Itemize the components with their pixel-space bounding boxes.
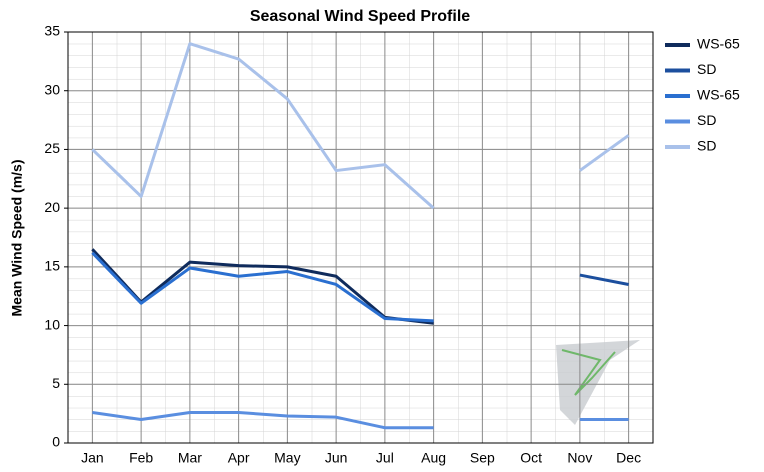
- x-tick-label: Nov: [567, 450, 592, 466]
- legend-label: SD: [697, 138, 716, 154]
- plot-frame: [67, 31, 654, 444]
- x-tick-label: Sep: [470, 450, 495, 466]
- series-line: [579, 273, 629, 286]
- chart-title: Seasonal Wind Speed Profile: [250, 8, 470, 25]
- x-tick-label: Dec: [616, 450, 641, 466]
- legend-label: WS-65: [697, 87, 740, 103]
- x-tick-label: Jul: [376, 450, 394, 466]
- x-tick-label: Jan: [81, 450, 104, 466]
- series-line: [91, 42, 630, 210]
- x-tick-label: Mar: [178, 450, 202, 466]
- legend-label: WS-65: [697, 36, 740, 52]
- legend-label: SD: [697, 61, 716, 77]
- y-tick-label: 30: [44, 81, 60, 97]
- y-tick-label: 15: [44, 258, 60, 274]
- y-tick-label: 5: [52, 375, 60, 391]
- x-tick-label: Aug: [421, 450, 446, 466]
- y-tick-label: 0: [52, 434, 60, 450]
- logo: [556, 340, 640, 425]
- x-tick-label: Feb: [129, 450, 153, 466]
- series-line: [91, 251, 434, 323]
- minor-grid: [68, 32, 653, 443]
- series-line: [92, 410, 629, 430]
- x-tick-label: Apr: [228, 450, 250, 466]
- y-axis-label: Mean Wind Speed (m/s): [9, 159, 25, 316]
- y-tick-label: 35: [44, 23, 60, 39]
- y-tick-label: 10: [44, 316, 60, 332]
- y-tick-label: 25: [44, 140, 60, 156]
- series-line: [91, 248, 434, 325]
- x-tick-label: Jun: [325, 450, 348, 466]
- x-tick-label: Oct: [520, 450, 542, 466]
- x-tick-label: May: [274, 450, 300, 466]
- y-tick-label: 20: [44, 199, 60, 215]
- legend-label: SD: [697, 112, 716, 128]
